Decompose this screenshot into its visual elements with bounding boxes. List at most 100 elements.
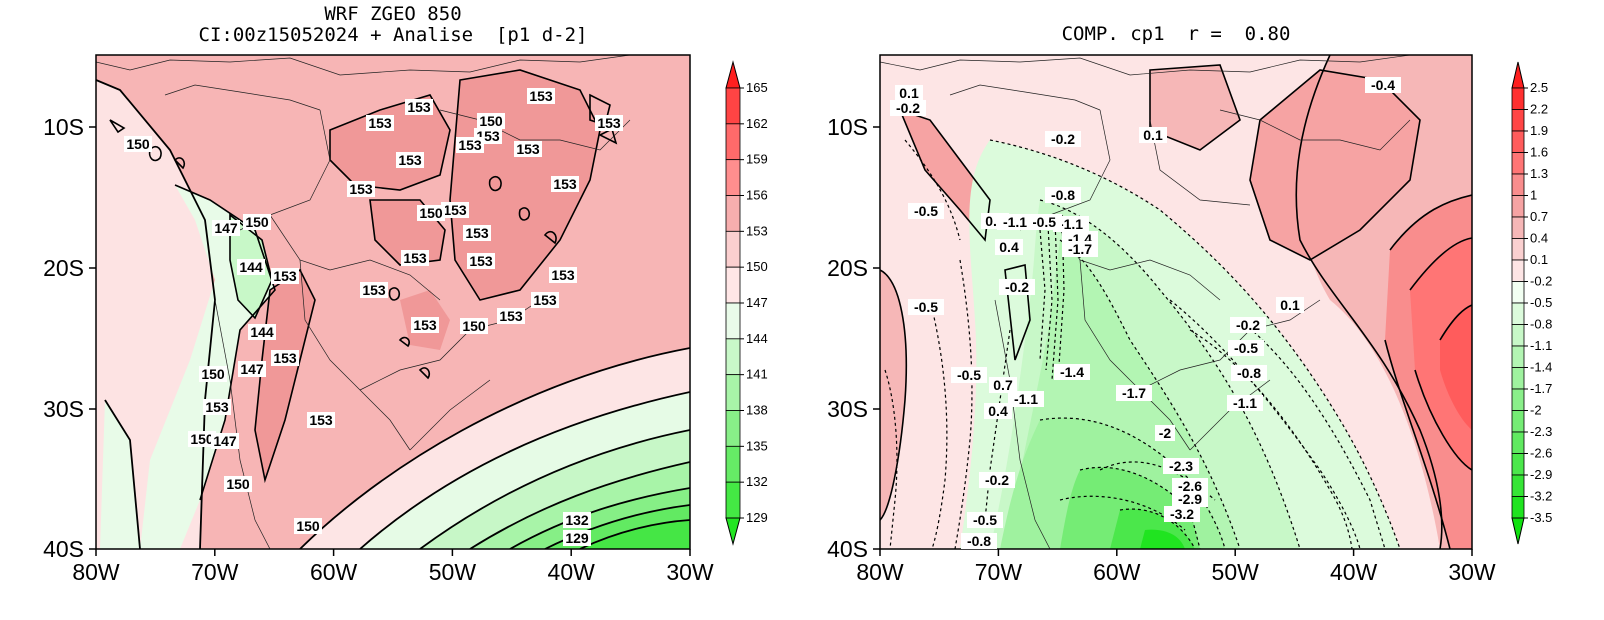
colorbar-label: -3.2 [1530, 489, 1552, 504]
contour-label: 153 [499, 308, 523, 324]
contour-label: -0.5 [973, 512, 997, 528]
colorbar-label: 135 [746, 438, 768, 453]
right-ytick: 10S [827, 114, 868, 140]
contour-label: -0.2 [1236, 317, 1260, 333]
right-map-fields [880, 55, 1472, 549]
right-xtick: 70W [975, 559, 1023, 585]
contour-label: -0.8 [1237, 365, 1261, 381]
contour-label-bg [460, 318, 488, 334]
contour-label: 147 [213, 433, 237, 449]
colorbar-label: 150 [746, 259, 768, 274]
colorbar-label: 1.6 [1530, 145, 1548, 160]
contour-label-bg [997, 214, 1033, 230]
contour-label-bg [405, 99, 433, 115]
colorbar-segment [1511, 173, 1525, 196]
contour-label: 153 [551, 267, 575, 283]
colorbar-label: -1.4 [1530, 360, 1552, 375]
contour-label: 150 [296, 518, 320, 534]
contour-label-bg [1276, 297, 1304, 313]
left-xtick: 70W [191, 559, 239, 585]
contour-label-bg [1045, 187, 1081, 203]
colorbar-segment [1511, 216, 1525, 239]
contour-label-bg [396, 152, 424, 168]
colorbar-bottom-arrow [1511, 517, 1525, 545]
contour-label: -2.3 [1169, 458, 1193, 474]
colorbar-label: 2.5 [1530, 80, 1548, 95]
contour-label-bg [999, 279, 1035, 295]
contour-label-bg [347, 181, 375, 197]
colorbar-label: 138 [746, 403, 768, 418]
colorbar-segment [725, 230, 741, 268]
contour-label-bg [1116, 385, 1152, 401]
contour-label: 147 [214, 220, 238, 236]
contour-label: -0.5 [1234, 340, 1258, 356]
contour-label: -1.1 [1003, 214, 1027, 230]
contour-label-bg [238, 361, 266, 377]
contour-label: 0.1 [1280, 297, 1300, 313]
colorbar-label: 2.2 [1530, 102, 1548, 117]
contour-label-bg [1026, 214, 1062, 230]
colorbar-label: 153 [746, 223, 768, 238]
contour-label: 0.4 [988, 403, 1008, 419]
colorbar-segment [725, 159, 741, 196]
contour-label-bg [467, 253, 495, 269]
contour-label: -0.5 [914, 203, 938, 219]
right-ytick: 30S [827, 396, 868, 422]
right-colorbar: 2.5 2.2 1.9 1.6 1.3 1 0.7 0.4 0.1 -0.2 -0.5 -0.8 -1.… [1511, 61, 1552, 545]
contour-label: -0.2 [896, 100, 920, 116]
contour-label: 150 [126, 136, 150, 152]
colorbar-segment [1511, 431, 1525, 454]
colorbar-segment [725, 374, 741, 411]
colorbar-segment [1511, 474, 1525, 497]
contour-label-bg [401, 250, 429, 266]
colorbar-segment [1511, 130, 1525, 153]
colorbar-segment [1511, 496, 1525, 519]
contour-label: 150 [190, 431, 214, 447]
colorbar-top-arrow [1511, 61, 1525, 89]
contour-label: -0.8 [1051, 187, 1075, 203]
contour-label-bg [124, 136, 152, 152]
contour-label-bg [549, 267, 577, 283]
contour-label-bg [595, 115, 623, 131]
contour-label: -1.4 [1060, 364, 1084, 380]
contour-label-bg [417, 205, 445, 221]
colorbar-label: -0.5 [1530, 295, 1552, 310]
right-xtick: 50W [1212, 559, 1260, 585]
contour-label-bg [456, 137, 484, 153]
contour-label: 153 [465, 225, 489, 241]
contour-label: 153 [407, 99, 431, 115]
contour-label-bg [1008, 391, 1044, 407]
contour-label: 153 [398, 152, 422, 168]
left-xtick: 60W [310, 559, 358, 585]
colorbar-segment [1511, 388, 1525, 411]
colorbar-segment [1511, 152, 1525, 175]
contour-label-bg [294, 518, 322, 534]
contour-label-bg [211, 433, 239, 449]
colorbar-label: -2.3 [1530, 424, 1552, 439]
contour-label: 153 [443, 202, 467, 218]
contour-label-bg [1155, 425, 1175, 441]
left-map-title-line2: CI:00z15052024 + Analise [p1 d-2] [198, 24, 588, 46]
contour-label-bg [527, 88, 555, 104]
contour-label: -1.7 [1068, 241, 1092, 257]
contour-label-bg [1228, 340, 1264, 356]
colorbar-label: -0.8 [1530, 317, 1552, 332]
contour-label: 153 [362, 282, 386, 298]
contour-label-bg [271, 350, 299, 366]
right-xtick: 40W [1330, 559, 1378, 585]
colorbar-segment [1511, 259, 1525, 282]
colorbar-label: 0.1 [1530, 252, 1548, 267]
colorbar-label: -2.6 [1530, 446, 1552, 461]
colorbar-segment [1511, 109, 1525, 132]
colorbar-label: -2.9 [1530, 467, 1552, 482]
contour-label: 150 [201, 366, 225, 382]
contour-label-bg [951, 367, 987, 383]
left-map-title-line1: WRF ZGEO 850 [324, 3, 462, 25]
contour-label: 0.7 [993, 377, 1013, 393]
right-contour-labels: 0.1-0.2-0.20.1-0.4-0.2-0.8-0.50.4-1.1-0.… [890, 77, 1401, 549]
contour-label: -1.1 [1014, 391, 1038, 407]
contour-label: 153 [597, 115, 621, 131]
contour-label-bg [895, 85, 923, 101]
contour-label-bg [203, 399, 231, 415]
